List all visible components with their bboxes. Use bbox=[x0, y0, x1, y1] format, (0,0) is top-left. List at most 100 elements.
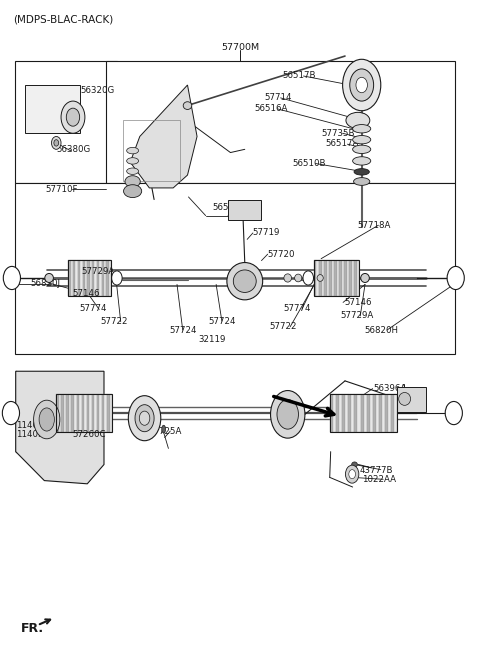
Bar bbox=[345, 394, 348, 432]
Bar bbox=[66, 394, 69, 432]
Text: 56820J: 56820J bbox=[30, 279, 60, 288]
Bar bbox=[74, 394, 77, 432]
Text: 57718A: 57718A bbox=[357, 221, 390, 230]
Bar bbox=[314, 260, 316, 296]
Ellipse shape bbox=[295, 274, 302, 282]
Bar bbox=[83, 260, 85, 296]
Bar bbox=[364, 394, 367, 432]
Ellipse shape bbox=[135, 404, 154, 432]
Bar bbox=[15, 183, 455, 354]
Text: 57700M: 57700M bbox=[221, 43, 259, 52]
Ellipse shape bbox=[361, 273, 369, 282]
Bar bbox=[314, 260, 360, 296]
Text: 57722: 57722 bbox=[101, 317, 128, 326]
Circle shape bbox=[2, 401, 20, 424]
Text: 57260C: 57260C bbox=[72, 430, 106, 439]
Text: 57729A: 57729A bbox=[340, 311, 373, 320]
Bar bbox=[82, 394, 84, 432]
Circle shape bbox=[356, 78, 367, 93]
Bar bbox=[68, 260, 111, 296]
Bar bbox=[324, 260, 326, 296]
Bar bbox=[330, 394, 397, 432]
Ellipse shape bbox=[353, 136, 371, 144]
Text: 57724: 57724 bbox=[170, 326, 197, 335]
Circle shape bbox=[349, 470, 356, 479]
Circle shape bbox=[54, 140, 59, 146]
Ellipse shape bbox=[354, 169, 369, 175]
Text: 56820H: 56820H bbox=[364, 326, 398, 335]
Bar bbox=[90, 260, 92, 296]
Ellipse shape bbox=[346, 112, 370, 129]
Text: 57774: 57774 bbox=[79, 304, 107, 313]
Ellipse shape bbox=[354, 178, 370, 185]
Text: 57146: 57146 bbox=[72, 289, 99, 298]
Bar bbox=[87, 394, 89, 432]
Bar bbox=[336, 394, 339, 432]
Bar bbox=[354, 394, 358, 432]
Text: 11403B: 11403B bbox=[16, 421, 49, 430]
Circle shape bbox=[66, 108, 80, 126]
Bar bbox=[339, 260, 342, 296]
Bar bbox=[379, 394, 382, 432]
Text: 56517B: 56517B bbox=[282, 71, 315, 80]
Text: 57729A: 57729A bbox=[82, 267, 115, 276]
Bar bbox=[102, 394, 105, 432]
Bar bbox=[228, 200, 262, 220]
Bar bbox=[107, 61, 455, 183]
Bar bbox=[56, 394, 59, 432]
Bar bbox=[107, 394, 109, 432]
Bar bbox=[92, 260, 95, 296]
Bar bbox=[357, 260, 360, 296]
Bar bbox=[95, 260, 97, 296]
Bar bbox=[391, 394, 395, 432]
Circle shape bbox=[445, 401, 462, 424]
Bar bbox=[351, 394, 354, 432]
Ellipse shape bbox=[183, 101, 192, 109]
Bar bbox=[84, 394, 87, 432]
Bar bbox=[72, 394, 74, 432]
Ellipse shape bbox=[277, 399, 299, 429]
Bar bbox=[332, 260, 334, 296]
Circle shape bbox=[346, 465, 359, 483]
Bar bbox=[68, 260, 71, 296]
Text: 57724: 57724 bbox=[208, 317, 236, 326]
Bar bbox=[102, 260, 104, 296]
Bar bbox=[385, 394, 388, 432]
Ellipse shape bbox=[233, 270, 256, 293]
Bar bbox=[349, 260, 352, 296]
Bar bbox=[105, 394, 107, 432]
Ellipse shape bbox=[123, 185, 142, 198]
Bar bbox=[80, 260, 83, 296]
Bar bbox=[370, 394, 373, 432]
Circle shape bbox=[51, 136, 61, 149]
Ellipse shape bbox=[128, 396, 161, 441]
Bar bbox=[395, 394, 397, 432]
Text: FR.: FR. bbox=[21, 622, 44, 635]
Ellipse shape bbox=[317, 275, 323, 281]
Text: 56551A: 56551A bbox=[213, 203, 246, 212]
Circle shape bbox=[447, 266, 464, 289]
Bar bbox=[92, 394, 95, 432]
Text: 56510B: 56510B bbox=[292, 159, 326, 168]
Bar bbox=[326, 260, 329, 296]
Bar bbox=[347, 260, 349, 296]
Bar bbox=[97, 394, 99, 432]
Ellipse shape bbox=[139, 411, 150, 425]
Bar bbox=[339, 394, 342, 432]
Text: 56516A: 56516A bbox=[254, 104, 288, 113]
Bar bbox=[336, 260, 339, 296]
Ellipse shape bbox=[112, 271, 122, 285]
Bar bbox=[109, 394, 112, 432]
Ellipse shape bbox=[303, 271, 313, 285]
Bar bbox=[382, 394, 385, 432]
Bar bbox=[329, 260, 332, 296]
Bar bbox=[15, 61, 117, 183]
Text: 57714: 57714 bbox=[265, 94, 292, 102]
Text: (MDPS-BLAC-RACK): (MDPS-BLAC-RACK) bbox=[13, 14, 114, 25]
Ellipse shape bbox=[227, 262, 263, 300]
Bar bbox=[95, 394, 97, 432]
Circle shape bbox=[343, 59, 381, 110]
Ellipse shape bbox=[162, 425, 166, 433]
Text: 57735B: 57735B bbox=[321, 129, 355, 138]
Circle shape bbox=[3, 266, 21, 289]
